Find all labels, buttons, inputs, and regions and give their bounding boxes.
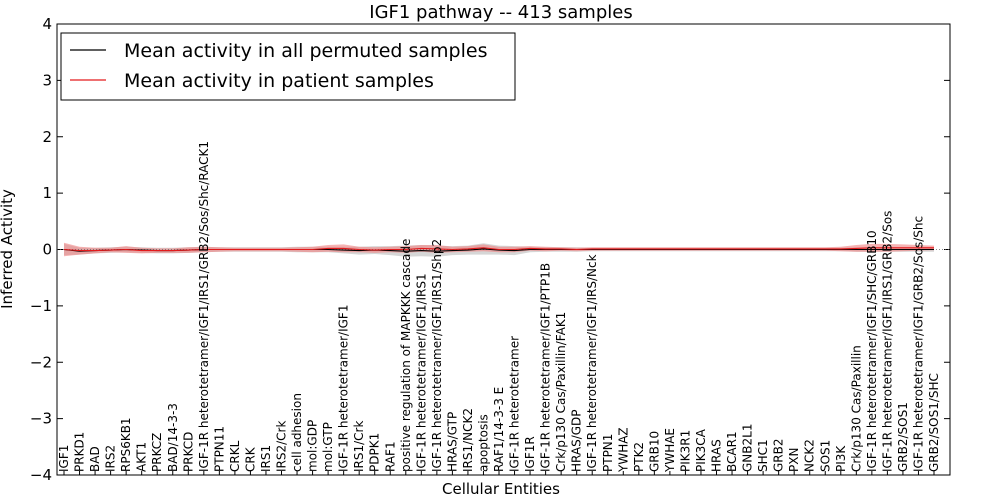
x-category-label: PTK2 [632, 442, 646, 472]
x-category-label: RPS6KB1 [119, 417, 133, 472]
x-category-label: BAD/14-3-3 [166, 403, 180, 472]
x-category-label: IGF-1R heterotetramer/IGF1/PTP1B [539, 263, 553, 472]
x-category-label: RAF1 [383, 441, 397, 472]
x-category-label: IRS1/NCK2 [461, 408, 475, 472]
patient-mean-line [63, 247, 934, 252]
y-tick-label: −3 [30, 410, 52, 428]
y-axis-title: Inferred Activity [0, 189, 16, 309]
x-category-label: YWHAE [663, 428, 677, 473]
y-tick-label: 0 [42, 241, 52, 259]
x-category-label: BAD [88, 446, 102, 472]
x-category-label: HRAS [710, 439, 724, 472]
x-category-label: IGF1 [57, 445, 71, 472]
x-category-label: PIK3CA [694, 428, 708, 472]
x-category-label: IGF-1R heterotetramer/IGF1/SHC/GRB10 [865, 230, 879, 472]
x-axis-title: Cellular Entities [442, 480, 560, 498]
y-tick-label: 2 [42, 128, 52, 146]
x-category-label: PI3K [834, 445, 848, 472]
x-category-label: Crk/p130 Cas/Paxillin [849, 345, 863, 472]
x-category-label: PRKD1 [73, 432, 87, 472]
legend: Mean activity in all permuted samples Me… [60, 32, 516, 101]
x-category-label: PRKCZ [150, 433, 164, 472]
x-category-label: Crk/p130 Cas/Paxillin/FAK1 [554, 312, 568, 472]
x-category-label: PXN [787, 448, 801, 472]
x-category-label: GRB2 [772, 438, 786, 472]
plot-area: −4 −3 −2 −1 0 1 2 3 4 IGF1 PRKD1 BAD IRS2 RPS6KB1 AKT1… [30, 15, 950, 484]
chart-title: IGF1 pathway -- 413 samples [369, 2, 632, 23]
x-category-label: HRAS/GDP [570, 409, 584, 472]
x-category-label: IGF-1R heterotetramer/IGF1/IRS1/GRB2/Sos… [197, 141, 211, 472]
x-category-label: IRS2 [104, 445, 118, 472]
y-tick-label: −1 [30, 297, 52, 315]
y-tick-label: 3 [42, 71, 52, 89]
x-category-label: mol:GDP [306, 420, 320, 472]
x-category-label: IGF-1R heterotetramer/IGF1/GRB2/Sos/Shc [912, 216, 926, 472]
x-category-label: CRKL [228, 440, 242, 472]
x-category-label: apoptosis [477, 414, 491, 472]
x-category-label: GNB2L1 [741, 424, 755, 472]
x-category-label: RAF1/14-3-3 E [492, 387, 506, 472]
x-category-label: mol:GTP [321, 422, 335, 472]
x-category-label: CRK [243, 446, 257, 472]
y-tick-label: −4 [30, 466, 52, 484]
x-category-label: positive regulation of MAPKKK cascade [399, 239, 413, 472]
x-category-label: IGF-1R heterotetramer [508, 336, 522, 472]
x-category-label: IGF-1R heterotetramer/IGF1/IRS/Nck [585, 254, 599, 472]
x-category-label: PTPN1 [601, 434, 615, 472]
x-category-label: cell adhesion [290, 393, 304, 472]
x-category-label: HRAS/GTP [445, 412, 459, 472]
x-category-label: AKT1 [135, 442, 149, 472]
x-category-label: IRS1/Crk [352, 421, 366, 472]
x-category-label: PIK3R1 [678, 430, 692, 472]
x-category-label: IGF1R [523, 436, 537, 472]
y-tick-label: 4 [42, 15, 52, 33]
x-category-label: PRKCD [181, 432, 195, 472]
x-category-label: GRB2/SOS1 [896, 402, 910, 472]
x-category-label: IRS1 [259, 445, 273, 472]
x-category-label: NCK2 [803, 439, 817, 472]
plot-frame [56, 23, 951, 476]
legend-label-permuted: Mean activity in all permuted samples [124, 40, 487, 62]
legend-box [60, 32, 516, 101]
x-category-label: IGF-1R heterotetramer/IGF1/IRS1 [414, 273, 428, 472]
x-category-label: IGF-1R heterotetramer/IGF1/IRS1/Shp2 [430, 239, 444, 472]
x-category-label: IGF-1R heterotetramer/IGF1/IRS1/GRB2/Sos [880, 211, 894, 472]
x-category-label: PTPN11 [212, 426, 226, 472]
legend-label-patient: Mean activity in patient samples [124, 70, 434, 92]
x-category-label: GRB10 [647, 431, 661, 472]
y-tick-label: 1 [42, 184, 52, 202]
x-category-label: BCAR1 [725, 431, 739, 472]
x-category-label: PDPK1 [368, 433, 382, 472]
x-category-label: IGF-1R heterotetramer/IGF1 [337, 305, 351, 472]
x-category-label: SHC1 [756, 439, 770, 472]
x-category-label: SOS1 [818, 440, 832, 472]
x-category-label: YWHAZ [616, 427, 630, 473]
x-category-label: GRB2/SOS1/SHC [927, 373, 941, 472]
x-category-label: IRS2/Crk [275, 421, 289, 472]
y-tick-label: −2 [30, 353, 52, 371]
